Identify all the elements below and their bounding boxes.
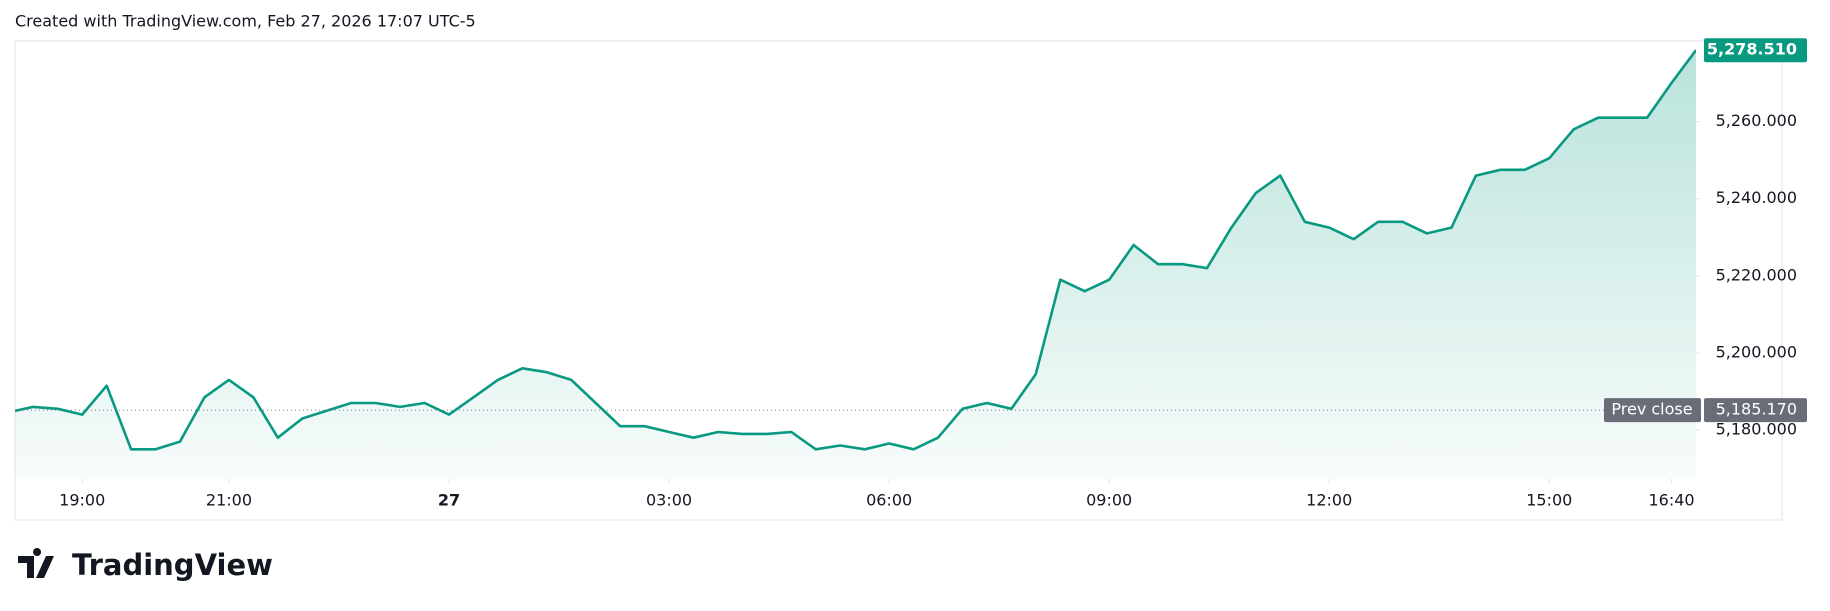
x-tick-label: 12:00: [1306, 491, 1352, 510]
x-tick-label: 21:00: [206, 491, 252, 510]
price-line: [15, 49, 1696, 451]
logo-text: TradingView: [72, 548, 273, 582]
x-tick-label: 27: [438, 491, 460, 510]
prev-close-value: 5,185.170: [1716, 400, 1797, 419]
last-price-box: [1704, 38, 1807, 63]
header: Created with TradingView.com, Feb 27, 20…: [15, 12, 476, 31]
x-tick-label: 06:00: [866, 491, 912, 510]
x-tick-label: 09:00: [1086, 491, 1132, 510]
plot: [15, 49, 1696, 479]
y-tick-label: 5,260.000: [1716, 111, 1797, 130]
area: [15, 50, 1696, 479]
x-tick-label: 15:00: [1526, 491, 1572, 510]
y-tick-label: 5,240.000: [1716, 188, 1797, 207]
y-tick-label: 5,200.000: [1716, 342, 1797, 361]
x-tick-label: 16:40: [1648, 491, 1694, 510]
y-tick-label: 5,180.000: [1716, 420, 1797, 439]
prev-close-name: Prev close: [1611, 400, 1692, 419]
x-tick-label: 19:00: [59, 491, 105, 510]
prev-close-name-box: [1604, 398, 1701, 423]
x-tick-label: 03:00: [646, 491, 692, 510]
prev-close-value-box: [1704, 398, 1807, 423]
logo: TradingView: [18, 548, 273, 582]
y-tick-label: 5,220.000: [1716, 265, 1797, 284]
chart-frame: [14, 40, 1783, 521]
last-price-label: 5,278.510: [1707, 40, 1797, 59]
